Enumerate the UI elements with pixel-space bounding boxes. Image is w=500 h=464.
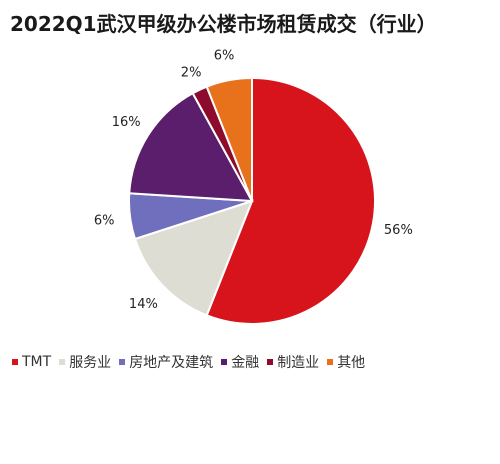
chart-title: 2022Q1武汉甲级办公楼市场租赁成交（行业） — [10, 12, 437, 36]
legend-label: 其他 — [337, 355, 366, 371]
legend-swatch — [221, 359, 228, 365]
legend-swatch — [12, 359, 18, 365]
legend-item-2: 房地产及建筑 — [119, 352, 213, 372]
legend-swatch — [119, 359, 126, 365]
legend-item-3: 金融 — [221, 352, 259, 372]
data-label-0: 56% — [384, 223, 413, 238]
data-label-4: 2% — [181, 66, 202, 81]
pie-slice-0 — [205, 76, 376, 325]
legend-label: 金融 — [231, 355, 260, 371]
legend-label: 房地产及建筑 — [129, 355, 214, 371]
pie-slice-5 — [205, 76, 253, 202]
data-label-3: 16% — [112, 115, 141, 130]
legend-item-5: 其他 — [327, 352, 365, 372]
legend-item-1: 服务业 — [59, 352, 111, 372]
legend-swatch — [59, 359, 66, 365]
chart-legend: TMT 服务业 房地产及建筑 金融 制造业 其他 — [12, 352, 488, 372]
legend-item-0: TMT — [12, 354, 51, 370]
pie-slice-3 — [128, 91, 254, 203]
legend-item-4: 制造业 — [267, 352, 319, 372]
data-label-2: 6% — [94, 214, 115, 229]
data-label-1: 14% — [129, 297, 158, 312]
legend-label: 服务业 — [69, 355, 112, 371]
legend-label: TMT — [22, 354, 52, 370]
data-label-5: 6% — [214, 49, 235, 64]
legend-label: 制造业 — [277, 355, 320, 371]
legend-swatch — [267, 359, 274, 365]
legend-swatch — [327, 359, 334, 365]
